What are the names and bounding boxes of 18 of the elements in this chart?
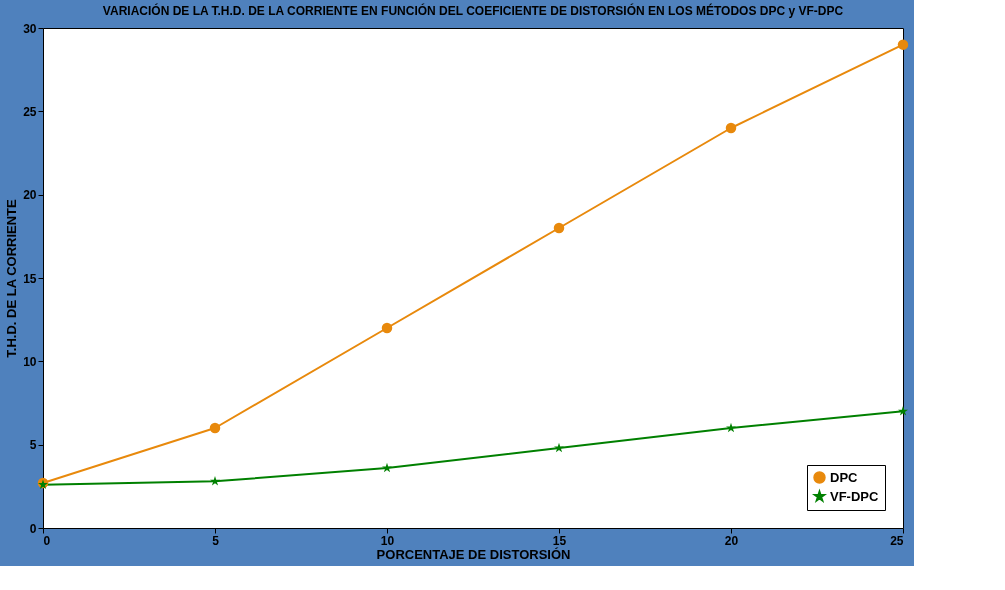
x-tick-label: 15: [552, 533, 567, 548]
y-tick-label: 20: [23, 188, 37, 203]
legend-label: VF-DPC: [830, 488, 879, 504]
y-tick-label: 10: [23, 354, 37, 369]
x-tick-label: 5: [212, 533, 220, 548]
x-axis-title: PORCENTAJE DE DISTORSIÓN: [376, 546, 571, 562]
y-tick-label: 0: [29, 521, 37, 536]
chart-title: VARIACIÓN DE LA T.H.D. DE LA CORRIENTE EN FUNCIÓN DEL COEFICIENTE DE DISTORSIÓN EN LOS MÉTODOS DPC y VF-DPC: [102, 3, 844, 18]
y-tick-label: 15: [23, 271, 37, 286]
x-tick-label: 20: [724, 533, 739, 548]
y-tick-label: 30: [23, 21, 37, 36]
y-axis-title: T.H.D. DE LA CORRIENTE: [4, 198, 20, 358]
x-tick-label: 10: [380, 533, 395, 548]
x-tick-label: 25: [890, 533, 904, 548]
y-tick-label: 25: [23, 104, 37, 119]
x-tick-label: 0: [43, 533, 51, 548]
legend-label: DPC: [830, 469, 859, 485]
y-tick-label: 5: [29, 438, 37, 453]
